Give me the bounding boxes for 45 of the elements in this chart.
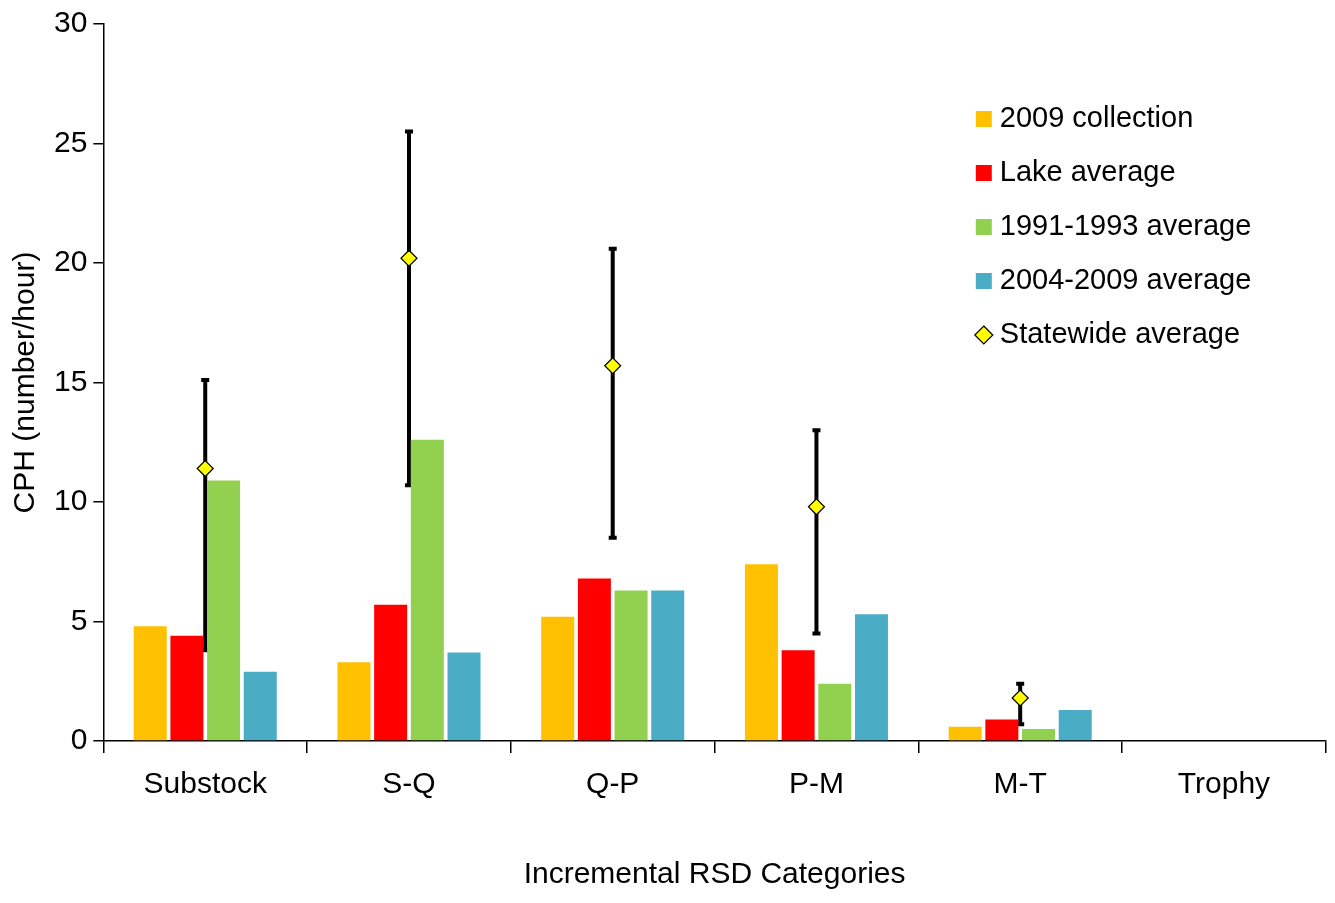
- bar: [410, 439, 444, 741]
- y-tick-label: 25: [53, 124, 88, 158]
- bar: [374, 604, 408, 741]
- point: [196, 459, 214, 478]
- y-tick-label: 5: [70, 602, 88, 636]
- x-tick-label: M-T: [993, 766, 1047, 800]
- bar: [447, 652, 481, 741]
- point: [807, 498, 826, 516]
- bar: [133, 626, 167, 741]
- y-tick-label: 20: [53, 244, 88, 278]
- bar: [1022, 729, 1056, 741]
- y-axis-title: CPH (number/hour): [7, 251, 41, 514]
- legend-label: 1991-1993 average: [999, 209, 1252, 241]
- bar: [577, 578, 611, 741]
- bar: [854, 614, 888, 741]
- bar: [781, 650, 815, 741]
- y-tick-label: 30: [53, 5, 88, 39]
- point: [400, 249, 418, 267]
- legend-label: 2009 collection: [999, 101, 1194, 133]
- legend-label: 2004-2009 average: [999, 263, 1252, 295]
- legend-label: Statewide average: [999, 317, 1241, 349]
- bar: [207, 480, 241, 741]
- bar: [170, 635, 204, 741]
- x-axis-title: Incremental RSD Categories: [523, 856, 906, 890]
- bar: [948, 726, 982, 741]
- bar: [337, 662, 371, 741]
- bar: [985, 719, 1019, 741]
- bar: [651, 590, 685, 741]
- point: [604, 357, 622, 375]
- bar: [243, 671, 277, 741]
- y-tick-label: 10: [53, 483, 88, 517]
- x-tick-label: P-M: [788, 766, 844, 800]
- bar: [614, 590, 648, 741]
- point: [1011, 689, 1029, 707]
- y-tick-label: 0: [70, 722, 88, 756]
- bar: [744, 564, 778, 741]
- x-tick-label: Q-P: [586, 766, 640, 800]
- x-tick-label: Substock: [143, 766, 268, 800]
- legend-label: Lake average: [999, 155, 1176, 187]
- bar: [1058, 709, 1092, 741]
- x-tick-label: S-Q: [382, 766, 436, 800]
- bar: [818, 683, 852, 741]
- y-tick-label: 15: [53, 363, 88, 397]
- bar: [541, 616, 575, 741]
- x-tick-label: Trophy: [1177, 766, 1271, 800]
